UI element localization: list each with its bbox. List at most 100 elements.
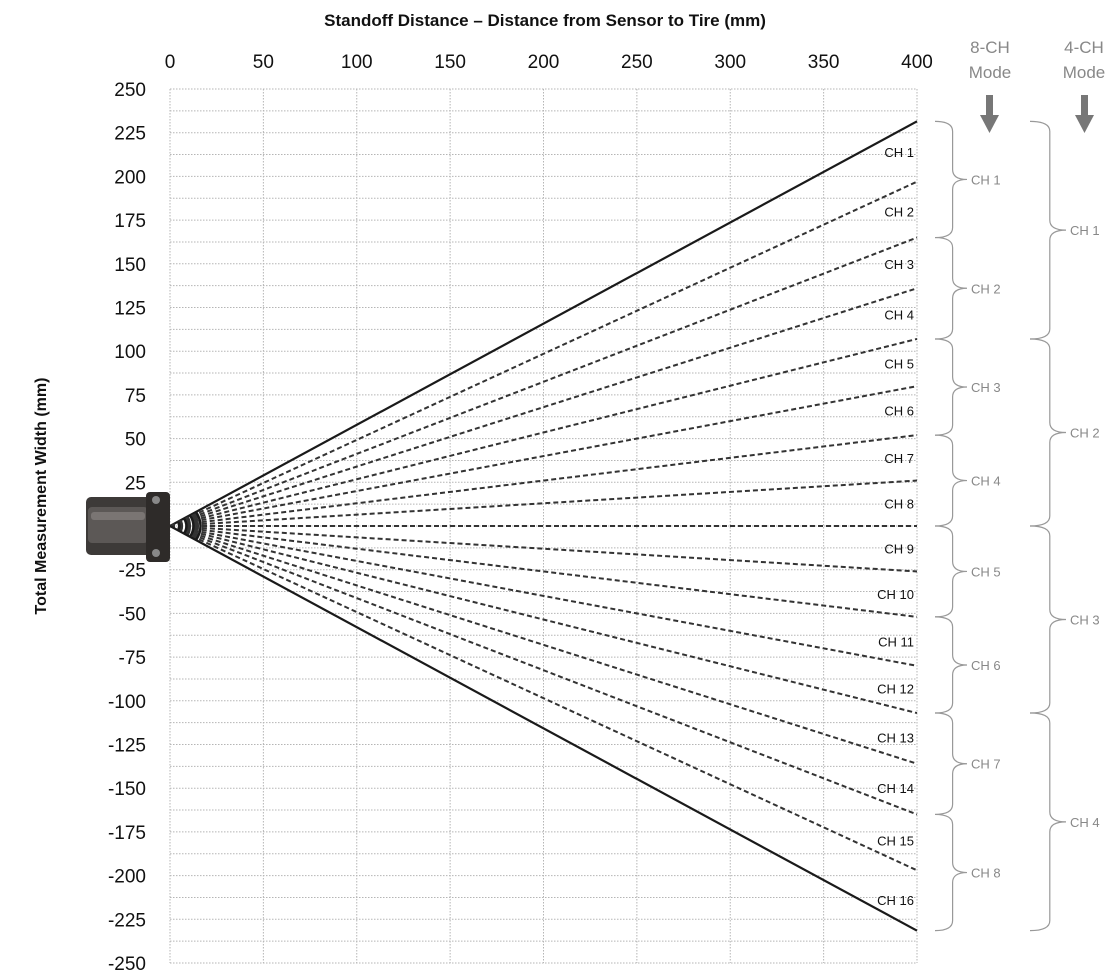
mode-4ch-brace <box>1029 712 1067 932</box>
x-tick-label: 400 <box>901 52 933 73</box>
sensor-fan-arcs <box>176 511 202 541</box>
y-tick-label: -200 <box>108 867 146 888</box>
mode-8ch-brace-label: CH 6 <box>971 658 1001 673</box>
channel-label: CH 16 <box>877 893 914 908</box>
mode-8ch-brace-label: CH 5 <box>971 564 1001 579</box>
mode-8ch-brace-label: CH 3 <box>971 380 1001 395</box>
grid <box>169 88 918 964</box>
y-tick-label: -25 <box>119 561 146 582</box>
sensor-icon <box>86 492 170 562</box>
x-tick-label: 0 <box>165 52 176 73</box>
chart-title: Standoff Distance – Distance from Sensor… <box>324 11 766 30</box>
x-tick-label: 350 <box>808 52 840 73</box>
channel-divider-line <box>169 525 918 618</box>
fan-arc <box>194 511 202 541</box>
mode-8ch-brace <box>934 236 968 340</box>
channel-labels: CH 1 CH 2 CH 3 CH 4 CH 5 CH 6 CH 7 CH 8 CH 9 CH 1… <box>877 145 914 908</box>
y-tick-label: 75 <box>125 386 146 407</box>
channel-divider-line <box>169 525 918 816</box>
y-tick-label: 175 <box>114 211 146 232</box>
mode-4ch-brace-label: CH 1 <box>1070 223 1100 238</box>
boundary-line <box>169 120 918 527</box>
channel-label: CH 11 <box>878 634 914 649</box>
y-tick-label: -125 <box>108 736 146 757</box>
channel-label: CH 10 <box>877 587 914 602</box>
y-tick-label: -150 <box>108 779 146 800</box>
channel-label: CH 3 <box>884 257 914 272</box>
mode-8ch-brace-label: CH 7 <box>971 757 1001 772</box>
channel-lines <box>169 120 918 932</box>
channel-divider-line <box>169 385 918 527</box>
channel-label: CH 4 <box>884 307 914 322</box>
mode-8ch-brace <box>934 338 968 436</box>
mode-4ch-brace <box>1029 525 1067 714</box>
y-tick-label: 50 <box>125 430 146 451</box>
mode-8ch-brace <box>934 712 968 816</box>
y-tick-label: 100 <box>114 342 146 363</box>
fan-arc <box>176 520 181 532</box>
channel-label: CH 9 <box>884 542 914 557</box>
mode-8ch-brace-label: CH 4 <box>971 474 1001 489</box>
mode-4ch-brackets: CH 1 CH 2 CH 3 CH 4 <box>1029 120 1100 932</box>
mode-8ch-brace <box>934 434 968 527</box>
x-tick-label: 150 <box>434 52 466 73</box>
channel-label: CH 13 <box>877 731 914 746</box>
y-tick-label: -175 <box>108 823 146 844</box>
y-tick-label: -250 <box>108 954 146 975</box>
y-tick-label: 125 <box>114 299 146 320</box>
mode-4ch-brace-label: CH 3 <box>1070 613 1100 628</box>
y-tick-label: 200 <box>114 167 146 188</box>
mode-8ch-brace-label: CH 1 <box>971 172 1001 187</box>
mode-8ch-brace <box>934 616 968 714</box>
channel-divider-line <box>169 479 918 527</box>
channel-divider-line <box>169 236 918 527</box>
channel-divider-line <box>169 337 918 527</box>
y-tick-label: 225 <box>114 124 146 145</box>
mode-4ch-label-line2: Mode <box>1063 63 1106 82</box>
channel-label: CH 6 <box>884 404 914 419</box>
channel-label: CH 1 <box>884 145 914 160</box>
mode-8ch-brace <box>934 120 968 239</box>
x-tick-label: 300 <box>714 52 746 73</box>
mode-8ch-label-line1: 8-CH <box>970 38 1010 57</box>
y-tick-label: -100 <box>108 692 146 713</box>
mode-headers: 8-CH Mode 4-CH Mode <box>969 38 1106 133</box>
mode-8ch-brackets: CH 1 CH 2 CH 3 CH 4 CH 5 CH 6 CH 7 CH 8 <box>934 120 1001 932</box>
y-axis-label: Total Measurement Width (mm) <box>33 378 50 615</box>
channel-divider-line <box>169 525 918 715</box>
channel-label: CH 2 <box>884 204 914 219</box>
x-tick-label: 200 <box>528 52 560 73</box>
channel-label: CH 15 <box>877 834 914 849</box>
mode-4ch-label-line1: 4-CH <box>1064 38 1104 57</box>
channel-label: CH 12 <box>877 682 914 697</box>
channel-divider-line <box>169 525 918 573</box>
mode-8ch-brace <box>934 525 968 618</box>
y-tick-label: -75 <box>119 648 146 669</box>
x-tick-label: 250 <box>621 52 653 73</box>
channel-divider-line <box>169 525 918 872</box>
channel-divider-line <box>169 525 918 667</box>
channel-label: CH 8 <box>884 496 914 511</box>
y-tick-label: -50 <box>119 604 146 625</box>
channel-divider-line <box>169 287 918 527</box>
mode-8ch-label-line2: Mode <box>969 63 1012 82</box>
down-arrow-icon <box>1075 95 1094 133</box>
y-tick-label: 150 <box>114 255 146 276</box>
mode-8ch-brace-label: CH 8 <box>971 866 1001 881</box>
mode-4ch-brace <box>1029 120 1067 340</box>
mode-8ch-brace-label: CH 2 <box>971 281 1001 296</box>
y-tick-label: 250 <box>114 80 146 101</box>
y-tick-labels: 250 225 200 175 150 125 100 75 50 25 -25 -50 -75 -100… <box>108 80 146 975</box>
fan-arc <box>188 514 195 538</box>
channel-divider-line <box>169 525 918 765</box>
y-tick-label: 25 <box>125 473 146 494</box>
channel-label: CH 7 <box>884 451 914 466</box>
mode-4ch-brace-label: CH 4 <box>1070 815 1100 830</box>
x-tick-labels: 0 50 100 150 200 250 300 350 400 <box>165 52 933 73</box>
mode-4ch-brace-label: CH 2 <box>1070 425 1100 440</box>
y-tick-label: -225 <box>108 910 146 931</box>
channel-divider-line <box>169 180 918 527</box>
boundary-line <box>169 525 918 932</box>
channel-label: CH 14 <box>877 781 914 796</box>
mode-4ch-brace <box>1029 338 1067 527</box>
